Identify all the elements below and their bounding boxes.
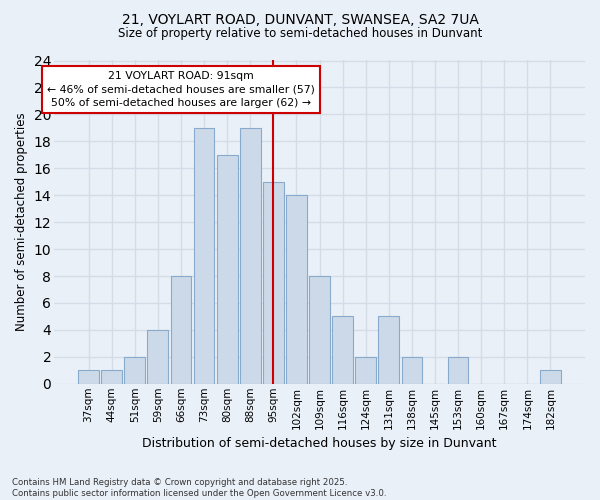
Bar [401,357,422,384]
Bar [78,370,99,384]
Bar [448,357,469,384]
Bar [101,370,122,384]
Text: 21 VOYLART ROAD: 91sqm
← 46% of semi-detached houses are smaller (57)
50% of sem: 21 VOYLART ROAD: 91sqm ← 46% of semi-det… [47,72,315,108]
Text: Size of property relative to semi-detached houses in Dunvant: Size of property relative to semi-detach… [118,28,482,40]
Text: Contains HM Land Registry data © Crown copyright and database right 2025.
Contai: Contains HM Land Registry data © Crown c… [12,478,386,498]
Y-axis label: Number of semi-detached properties: Number of semi-detached properties [15,113,28,332]
Bar [194,128,214,384]
Bar [148,330,168,384]
Text: 21, VOYLART ROAD, DUNVANT, SWANSEA, SA2 7UA: 21, VOYLART ROAD, DUNVANT, SWANSEA, SA2 … [122,12,478,26]
Bar [240,128,260,384]
Bar [124,357,145,384]
Bar [332,316,353,384]
Bar [170,276,191,384]
X-axis label: Distribution of semi-detached houses by size in Dunvant: Distribution of semi-detached houses by … [142,437,497,450]
Bar [286,195,307,384]
Bar [309,276,330,384]
Bar [355,357,376,384]
Bar [217,155,238,384]
Bar [263,182,284,384]
Bar [379,316,399,384]
Bar [540,370,561,384]
